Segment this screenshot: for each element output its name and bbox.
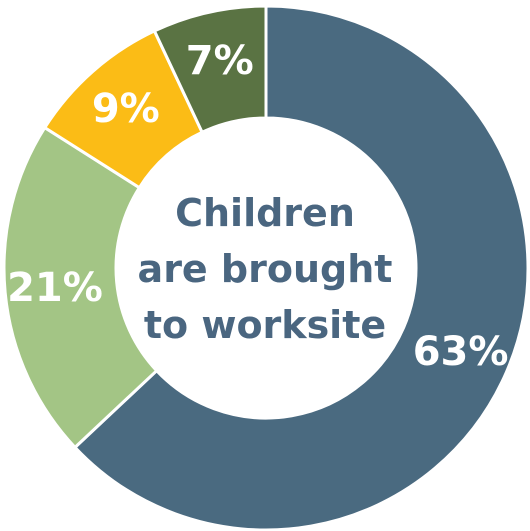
slice-label-7: 7% <box>186 38 254 84</box>
slices-group <box>2 4 530 531</box>
center-label-line-3: to worksite <box>143 303 387 347</box>
slice-7 <box>152 4 268 135</box>
center-label-line-1: Children <box>175 191 355 235</box>
labels-group: 63% 21% 9% 7% <box>7 38 508 375</box>
center-label: Children are brought to worksite <box>115 185 415 353</box>
slice-label-21: 21% <box>7 265 103 311</box>
slice-21 <box>2 125 159 450</box>
slice-label-63: 63% <box>413 329 509 375</box>
center-label-line-2: are brought <box>137 247 393 291</box>
slice-label-9: 9% <box>92 86 160 132</box>
slice-63 <box>72 4 530 531</box>
